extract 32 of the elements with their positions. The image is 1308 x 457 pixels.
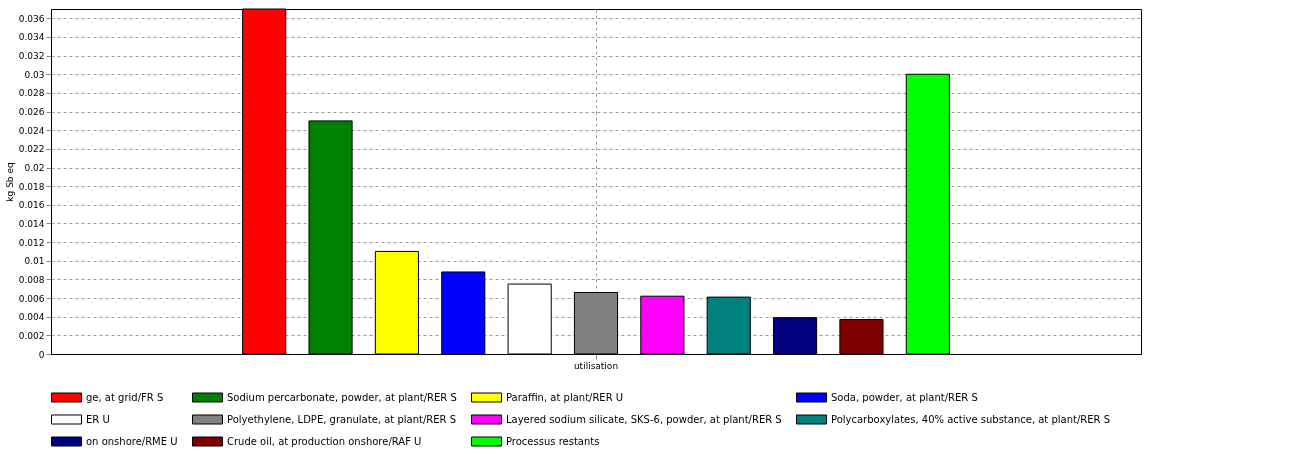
y-axis-title: kg Sb eq [4, 162, 15, 202]
legend-label: ge, at grid/FR S [86, 391, 164, 403]
y-tick-label: 0.004 [18, 312, 45, 323]
legend-label: on onshore/RME U [86, 435, 178, 447]
y-tick-label: 0.012 [18, 237, 45, 248]
legend-label: Polycarboxylates, 40% active substance, at plant/RER S [831, 413, 1111, 425]
y-tick-label: 0 [38, 349, 45, 360]
y-tick-label: 0.016 [18, 200, 45, 211]
y-tick-label: 0.008 [18, 274, 45, 285]
legend-label: Soda, powder, at plant/RER S [831, 391, 978, 403]
y-tick-label: 0.01 [24, 256, 45, 267]
y-tick-label: 0.002 [18, 330, 45, 341]
legend-label: ER U [86, 413, 110, 425]
y-tick-label: 0.014 [18, 218, 45, 229]
legend-label: Crude oil, at production onshore/RAF U [227, 435, 422, 447]
y-tick-label: 0.006 [18, 293, 45, 304]
legend-label: Processus restants [506, 435, 600, 447]
legend-label: Sodium percarbonate, powder, at plant/RER S [227, 391, 457, 403]
y-tick-label: 0.024 [18, 125, 45, 136]
y-tick-label: 0.032 [18, 51, 45, 62]
y-tick-label: 0.02 [24, 163, 45, 174]
y-tick-label: 0.022 [18, 144, 45, 155]
y-tick-label: 0.026 [18, 107, 45, 118]
x-tick-label: utilisation [573, 360, 619, 371]
legend-label: Layered sodium silicate, SKS-6, powder, at plant/RER S [506, 413, 782, 425]
y-tick-label: 0.028 [18, 88, 45, 99]
legend-label: Polyethylene, LDPE, granulate, at plant/RER S [227, 413, 457, 425]
y-tick-label: 0.03 [24, 69, 45, 80]
y-tick-label: 0.034 [18, 32, 45, 43]
legend-label: Paraffin, at plant/RER U [506, 391, 624, 403]
y-tick-label: 0.036 [18, 13, 45, 24]
y-tick-label: 0.018 [18, 181, 45, 192]
